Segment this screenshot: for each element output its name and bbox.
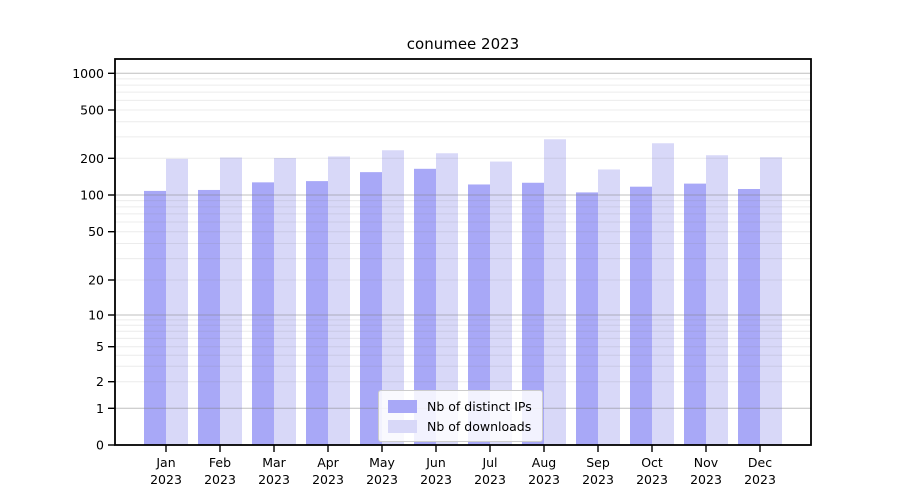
bar-jun-distinct-ips bbox=[414, 168, 436, 445]
x-tick-label-month: Nov bbox=[694, 455, 719, 470]
x-tick-label-year: 2023 bbox=[366, 472, 398, 487]
legend-swatch-downloads bbox=[388, 419, 417, 433]
x-tick-label-month: Feb bbox=[209, 455, 231, 470]
bar-mar-downloads bbox=[274, 158, 296, 445]
bar-sep-distinct-ips bbox=[576, 192, 598, 445]
x-tick-label-month: Mar bbox=[262, 455, 286, 470]
bar-nov-downloads bbox=[706, 155, 728, 445]
x-tick-label-month: May bbox=[369, 455, 395, 470]
x-tick-label-year: 2023 bbox=[528, 472, 560, 487]
bar-aug-distinct-ips bbox=[522, 182, 544, 445]
x-tick-label-month: Oct bbox=[641, 455, 663, 470]
bar-feb-distinct-ips bbox=[198, 189, 220, 445]
y-tick-label: 1 bbox=[96, 401, 104, 416]
bar-apr-distinct-ips bbox=[306, 181, 328, 445]
x-tick-label-year: 2023 bbox=[582, 472, 614, 487]
x-tick-label-year: 2023 bbox=[258, 472, 290, 487]
y-tick-label: 200 bbox=[80, 151, 104, 166]
y-tick-label: 20 bbox=[88, 273, 104, 288]
y-tick-label: 50 bbox=[88, 224, 104, 239]
legend-label-downloads: Nb of downloads bbox=[427, 418, 532, 434]
legend-item-downloads: Nb of downloads bbox=[388, 416, 532, 436]
x-tick-label-year: 2023 bbox=[150, 472, 182, 487]
bar-oct-distinct-ips bbox=[630, 186, 652, 445]
bar-feb-downloads bbox=[220, 157, 242, 445]
x-tick-label-year: 2023 bbox=[312, 472, 344, 487]
x-tick-label-month: Jan bbox=[155, 455, 175, 470]
bar-oct-downloads bbox=[652, 143, 674, 445]
x-tick-label-month: Dec bbox=[748, 455, 772, 470]
y-tick-label: 100 bbox=[80, 188, 104, 203]
x-tick-label-month: Sep bbox=[586, 455, 610, 470]
x-tick-label-year: 2023 bbox=[420, 472, 452, 487]
y-tick-label: 2 bbox=[96, 374, 104, 389]
y-tick-label: 1000 bbox=[72, 66, 104, 81]
bar-jan-downloads bbox=[166, 158, 188, 445]
y-tick-label: 0 bbox=[96, 438, 104, 453]
bar-apr-downloads bbox=[328, 156, 350, 445]
bar-nov-distinct-ips bbox=[684, 183, 706, 445]
bar-sep-downloads bbox=[598, 169, 620, 445]
chart-title: conumee 2023 bbox=[406, 35, 520, 53]
x-tick-label-month: Jun bbox=[425, 455, 446, 470]
x-tick-label-month: Apr bbox=[317, 455, 339, 470]
x-tick-label-year: 2023 bbox=[204, 472, 236, 487]
legend-label-distinct-ips: Nb of distinct IPs bbox=[427, 398, 532, 414]
bar-jul-downloads bbox=[490, 161, 512, 445]
bar-mar-distinct-ips bbox=[252, 182, 274, 445]
y-tick-label: 5 bbox=[96, 339, 104, 354]
plot-border bbox=[114, 58, 812, 446]
x-tick-label-month: Aug bbox=[532, 455, 556, 470]
bar-dec-distinct-ips bbox=[738, 188, 760, 445]
x-tick-label-year: 2023 bbox=[690, 472, 722, 487]
bar-dec-downloads bbox=[760, 157, 782, 445]
x-tick-label-year: 2023 bbox=[474, 472, 506, 487]
x-tick-label-year: 2023 bbox=[636, 472, 668, 487]
x-tick-label-year: 2023 bbox=[744, 472, 776, 487]
legend: Nb of distinct IPs Nb of downloads bbox=[378, 390, 543, 442]
y-tick-label: 10 bbox=[88, 308, 104, 323]
bar-jun-downloads bbox=[436, 153, 458, 446]
legend-swatch-distinct-ips bbox=[388, 399, 417, 413]
y-tick-label: 500 bbox=[80, 103, 104, 118]
bar-jan-distinct-ips bbox=[144, 190, 166, 445]
x-tick-label-month: Jul bbox=[481, 455, 497, 470]
bar-aug-downloads bbox=[544, 139, 566, 445]
bar-may-distinct-ips bbox=[360, 172, 382, 445]
legend-item-distinct-ips: Nb of distinct IPs bbox=[388, 396, 532, 416]
bar-may-downloads bbox=[382, 150, 404, 445]
